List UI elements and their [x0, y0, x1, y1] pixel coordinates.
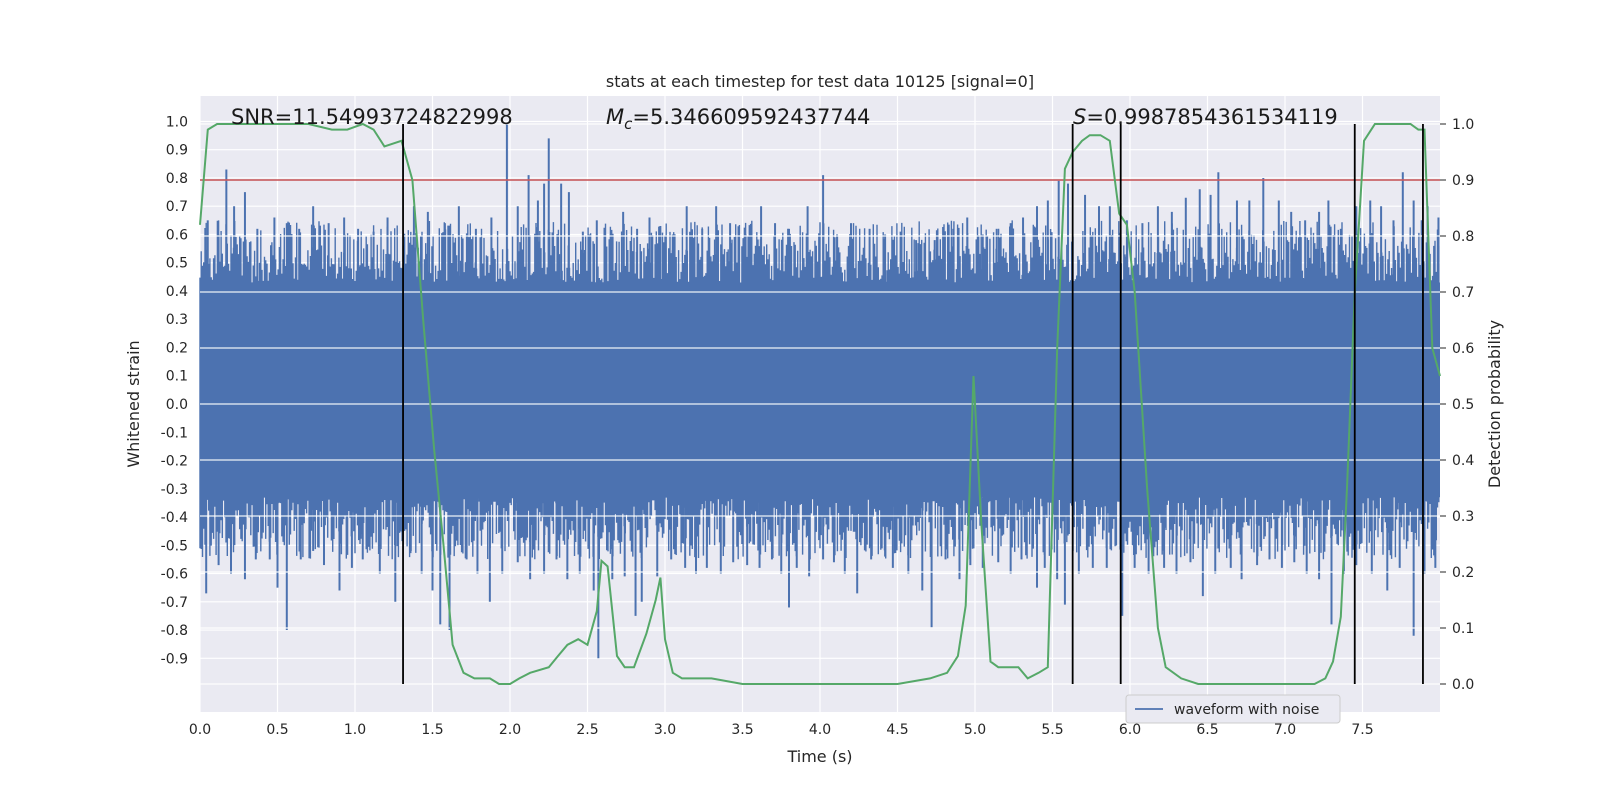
legend: waveform with noise [1125, 694, 1341, 724]
y-tick-label: 0.9 [166, 143, 188, 159]
x-tick-label: 0.5 [266, 722, 288, 738]
y2-tick-label: 0.2 [1452, 565, 1474, 581]
x-tick-label: 0.0 [189, 722, 211, 738]
y2-tick-label: 0.7 [1452, 285, 1474, 301]
mc-value: =5.346609592437744 [632, 105, 870, 129]
y-tick-label: 0.7 [166, 199, 188, 215]
x-ticks: 0.0 0.5 1.0 1.5 2.0 2.5 3.0 3.5 4.0 4.5 5.0 5.5 6.0 6… [189, 722, 1374, 738]
x-tick-label: 7.0 [1274, 722, 1296, 738]
mc-annotation: Mc=5.346609592437744 [606, 105, 870, 133]
y2-tick-label: 0.1 [1452, 621, 1474, 637]
detection-vlines [402, 124, 1424, 684]
chart-title: stats at each timestep for test data 101… [606, 72, 1034, 91]
y-tick-label: -0.5 [161, 538, 188, 554]
snr-annotation: SNR=11.54993724822998 [231, 105, 513, 129]
y-tick-label: -0.9 [161, 651, 188, 667]
s-value: =0.9987854361534119 [1086, 105, 1337, 129]
s-symbol: S [1073, 105, 1086, 129]
y2-tick-label: 0.3 [1452, 509, 1474, 525]
probability-line [199, 122, 1441, 685]
y2-tick-label: 1.0 [1452, 117, 1474, 133]
y-tick-label: 0.3 [166, 312, 188, 328]
x-tick-label: 4.0 [809, 722, 831, 738]
y-tick-label: 0.1 [166, 369, 188, 385]
probability-series [199, 122, 1441, 685]
x-tick-label: 6.5 [1196, 722, 1218, 738]
x-tick-label: 2.0 [499, 722, 521, 738]
y2-tick-label: 0.0 [1452, 677, 1474, 693]
legend-label-waveform: waveform with noise [1174, 702, 1319, 718]
y-ticks: -0.9 -0.8 -0.7 -0.6 -0.5 -0.4 -0.3 -0.2 -0.1 0.0 0… [161, 114, 188, 667]
y-tick-label: 0.4 [166, 284, 188, 300]
x-tick-label: 1.0 [344, 722, 366, 738]
x-tick-label: 4.5 [886, 722, 908, 738]
x-axis-label: Time (s) [786, 747, 852, 766]
x-tick-label: 7.5 [1351, 722, 1373, 738]
waveform-series [199, 124, 1440, 659]
y-tick-label: -0.3 [161, 482, 188, 498]
y-tick-label: 0.0 [166, 397, 188, 413]
x-tick-label: 1.5 [421, 722, 443, 738]
x-tick-label: 3.5 [731, 722, 753, 738]
y-tick-label: 0.8 [166, 171, 188, 187]
x-tick-label: 5.5 [1041, 722, 1063, 738]
y-tick-label: -0.6 [161, 567, 188, 583]
y-tick-label: -0.8 [161, 623, 188, 639]
s-annotation: S=0.9987854361534119 [1073, 105, 1338, 129]
y2-ticks: 0.0 0.1 0.2 0.3 0.4 0.5 0.6 0.7 0.8 0.9 1.0 [1440, 117, 1474, 693]
y2-tick-label: 0.5 [1452, 397, 1474, 413]
y2-tick-label: 0.8 [1452, 229, 1474, 245]
x-tick-label: 3.0 [654, 722, 676, 738]
x-tick-label: 6.0 [1119, 722, 1141, 738]
mc-symbol: M [606, 105, 624, 129]
y2-tick-label: 0.9 [1452, 173, 1474, 189]
y-axis-label: Whitened strain [124, 340, 143, 467]
y-tick-label: -0.1 [161, 425, 188, 441]
y-tick-label: 0.2 [166, 340, 188, 356]
y2-tick-label: 0.4 [1452, 453, 1474, 469]
y2-tick-label: 0.6 [1452, 341, 1474, 357]
y-tick-label: -0.4 [161, 510, 188, 526]
x-tick-label: 5.0 [964, 722, 986, 738]
mc-subscript: c [624, 115, 633, 133]
y-tick-label: -0.7 [161, 595, 188, 611]
y-tick-label: 0.5 [166, 256, 188, 272]
legend-box [1125, 694, 1341, 724]
y2-axis-label: Detection probability [1485, 320, 1504, 488]
y-tick-label: 0.6 [166, 227, 188, 243]
x-tick-label: 2.5 [576, 722, 598, 738]
y-tick-label: -0.2 [161, 454, 188, 470]
y-tick-label: 1.0 [166, 114, 188, 130]
waveform-noise [199, 220, 1440, 560]
